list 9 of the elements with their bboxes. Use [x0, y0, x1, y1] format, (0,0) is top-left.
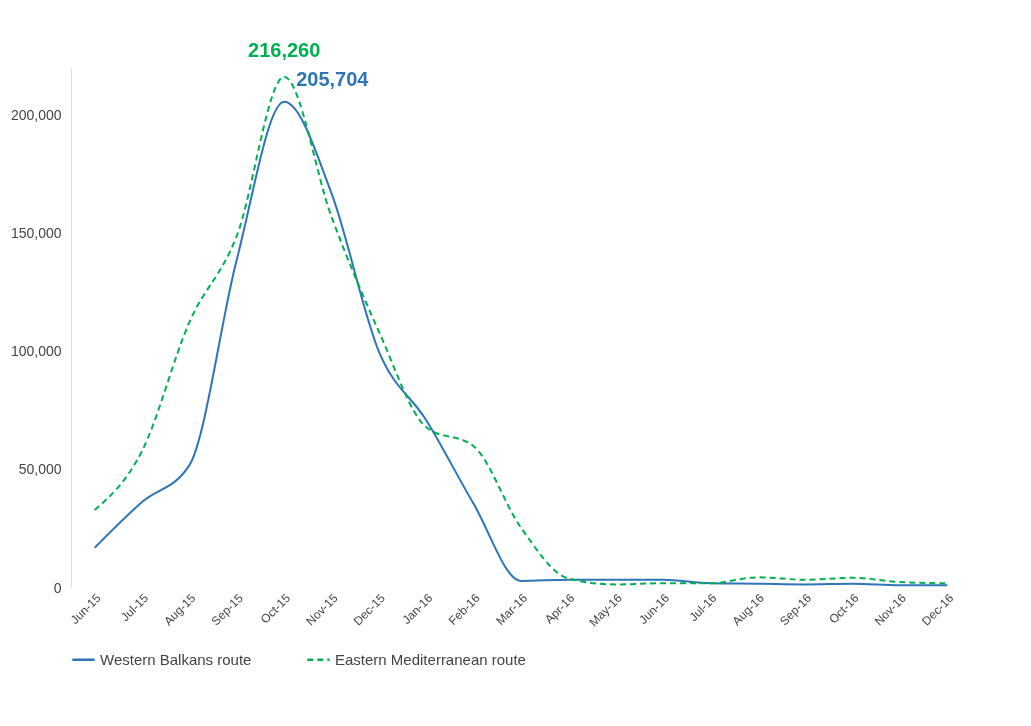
data-label: 205,704 — [296, 67, 370, 90]
y-tick-label: 50,000 — [18, 461, 62, 478]
legend-label: Eastern Mediterranean route — [335, 650, 526, 668]
y-tick-label: 100,000 — [10, 343, 62, 360]
y-tick-label: 0 — [53, 579, 62, 596]
y-tick-label: 200,000 — [10, 106, 62, 123]
legend-label: Western Balkans route — [100, 650, 252, 668]
data-label: 216,260 — [248, 38, 321, 61]
y-tick-label: 150,000 — [10, 224, 62, 241]
